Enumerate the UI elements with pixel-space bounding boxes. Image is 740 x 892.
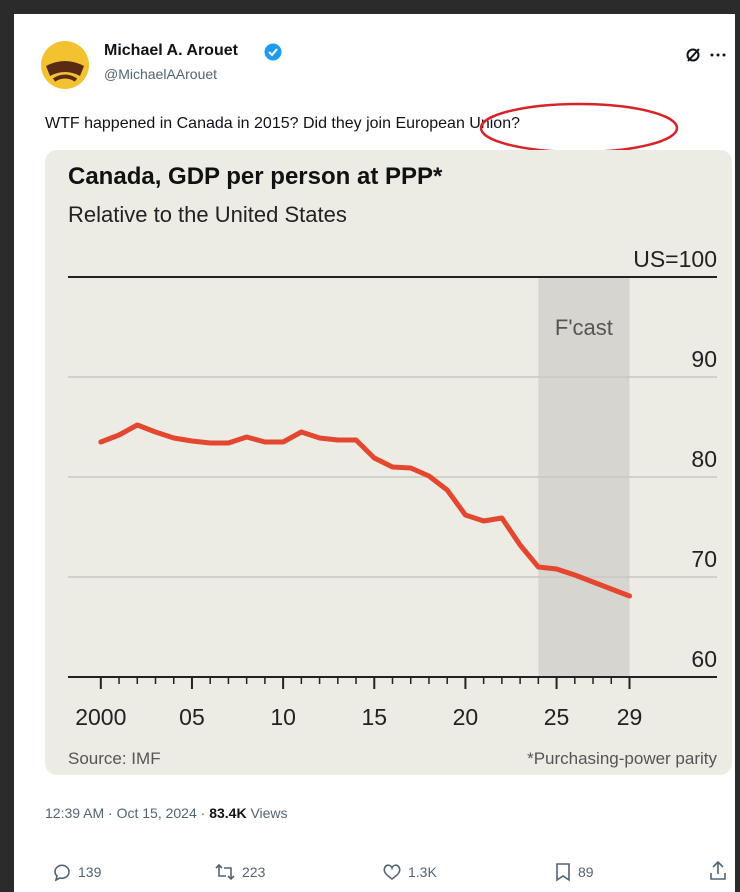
red-circle-annotation bbox=[479, 102, 679, 154]
y-tick-label: 70 bbox=[691, 546, 717, 572]
repost-icon bbox=[215, 863, 235, 881]
x-tick-label: 2000 bbox=[75, 704, 126, 730]
share-button[interactable] bbox=[708, 860, 728, 882]
chart: Canada, GDP per person at PPP* Relative … bbox=[45, 150, 732, 775]
bookmark-button[interactable]: 89 bbox=[554, 862, 594, 882]
x-tick-label: 29 bbox=[617, 704, 643, 730]
like-button[interactable]: 1.3K bbox=[382, 862, 437, 882]
reply-count: 139 bbox=[78, 864, 102, 880]
chart-subtitle: Relative to the United States bbox=[68, 202, 347, 227]
repost-count: 223 bbox=[242, 864, 266, 880]
verified-badge bbox=[264, 43, 282, 61]
tweet-meta: 12:39 AM · Oct 15, 2024 · 83.4K Views bbox=[45, 805, 288, 821]
author-name[interactable]: Michael A. Arouet bbox=[104, 42, 238, 59]
repost-button[interactable]: 223 bbox=[214, 862, 265, 882]
x-tick-label: 20 bbox=[453, 704, 479, 730]
tweet-text: WTF happened in Canada in 2015? Did they… bbox=[45, 115, 520, 132]
x-tick-label: 15 bbox=[361, 704, 387, 730]
avatar[interactable] bbox=[40, 40, 90, 90]
view-count: 83.4K bbox=[209, 805, 247, 821]
y-tick-label: 80 bbox=[691, 446, 717, 472]
chart-footnote: *Purchasing-power parity bbox=[527, 749, 717, 768]
author-handle[interactable]: @MichaelAArouet bbox=[104, 66, 218, 82]
tweet-menu[interactable] bbox=[686, 46, 730, 64]
x-tick-label: 25 bbox=[544, 704, 570, 730]
y-tick-label: 60 bbox=[691, 646, 717, 672]
x-tick-label: 10 bbox=[270, 704, 296, 730]
data-line bbox=[98, 422, 632, 599]
bookmark-count: 89 bbox=[578, 864, 594, 880]
reply-button[interactable]: 139 bbox=[52, 862, 101, 882]
like-icon bbox=[383, 864, 401, 880]
chart-source: Source: IMF bbox=[68, 749, 161, 768]
reply-icon bbox=[54, 864, 70, 882]
x-tick-label: 05 bbox=[179, 704, 205, 730]
like-count: 1.3K bbox=[408, 864, 437, 880]
y-tick-label: 90 bbox=[691, 346, 717, 372]
bookmark-icon bbox=[556, 863, 570, 882]
views-label: Views bbox=[250, 805, 288, 821]
tweet: Michael A. Arouet @MichaelAArouet WTF ha… bbox=[14, 14, 735, 892]
chart-title: Canada, GDP per person at PPP* bbox=[68, 163, 443, 190]
y-tick-label: US=100 bbox=[633, 246, 717, 272]
timestamp[interactable]: 12:39 AM · Oct 15, 2024 · bbox=[45, 805, 206, 821]
forecast-label: F'cast bbox=[555, 315, 613, 340]
